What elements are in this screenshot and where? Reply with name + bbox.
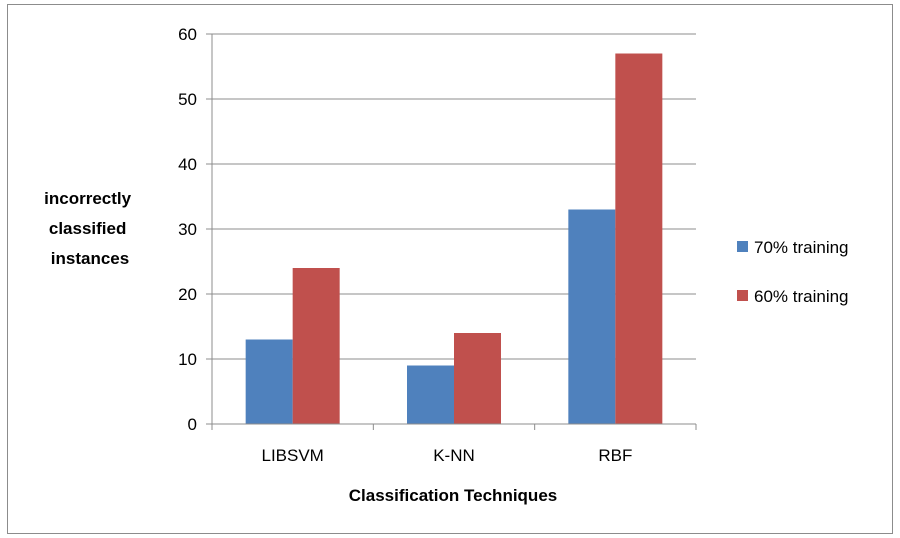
bars	[245, 53, 663, 424]
legend: 70% training 60% training	[737, 238, 849, 306]
x-tick-label: RBF	[598, 446, 632, 465]
y-tick-label: 0	[188, 415, 197, 434]
y-axis-title-line-1: incorrectly	[44, 189, 131, 208]
y-axis-title-line-3: instances	[51, 249, 129, 268]
y-tick-label: 50	[178, 90, 197, 109]
y-tick-label: 10	[178, 350, 197, 369]
bar-rbf-60-training	[615, 53, 663, 424]
bar-k-nn-70-training	[407, 365, 454, 424]
legend-swatch-70-training	[737, 241, 748, 252]
x-axis-title: Classification Techniques	[349, 486, 557, 505]
bar-rbf-70-training	[568, 209, 616, 424]
y-tick-label: 60	[178, 25, 197, 44]
x-tick-label: K-NN	[433, 446, 475, 465]
y-axis-title-line-2: classified	[49, 219, 127, 238]
x-tick-labels: LIBSVM K-NN RBF	[261, 446, 632, 465]
axes	[206, 33, 697, 430]
bar-k-nn-60-training	[454, 333, 501, 424]
y-tick-labels: 0 10 20 30 40 50 60	[178, 25, 197, 434]
y-axis-title: incorrectly classified instances	[44, 189, 136, 268]
y-tick-label: 30	[178, 220, 197, 239]
legend-swatch-60-training	[737, 290, 748, 301]
x-tick-label: LIBSVM	[261, 446, 323, 465]
y-tick-label: 20	[178, 285, 197, 304]
chart-frame	[7, 4, 893, 534]
bar-libsvm-70-training	[245, 339, 293, 424]
bar-libsvm-60-training	[292, 268, 340, 424]
y-tick-label: 40	[178, 155, 197, 174]
legend-label-70-training: 70% training	[754, 238, 849, 257]
legend-label-60-training: 60% training	[754, 287, 849, 306]
